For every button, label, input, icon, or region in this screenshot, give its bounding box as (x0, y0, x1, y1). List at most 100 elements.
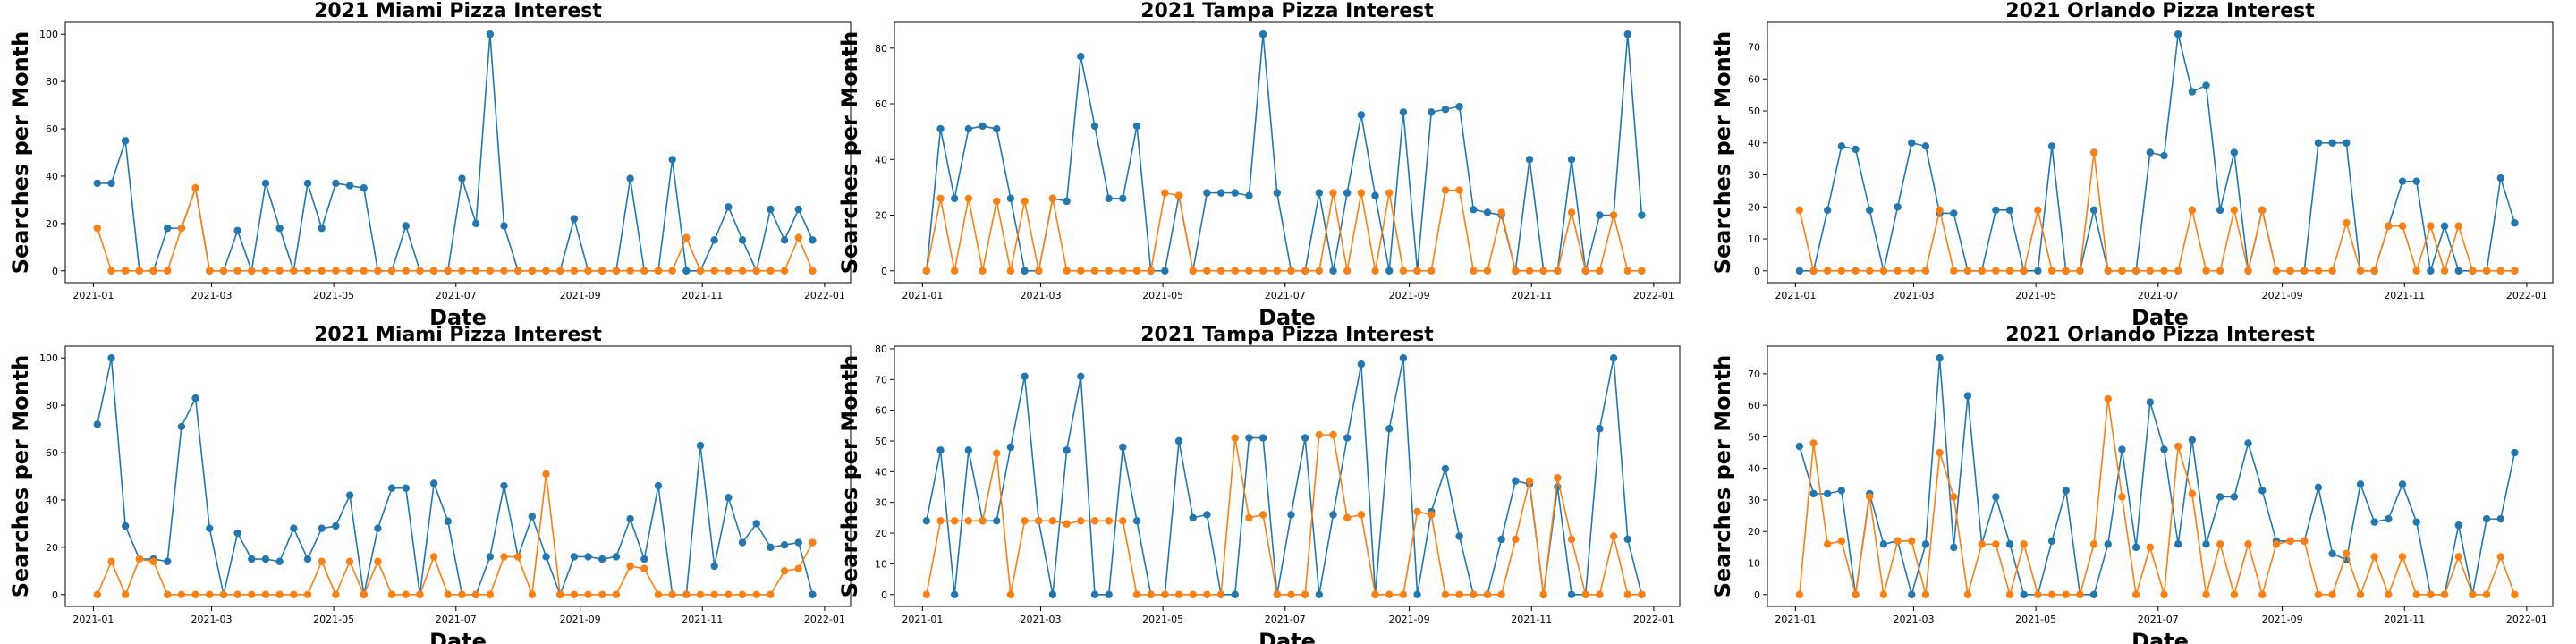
data-point (1823, 267, 1832, 275)
data-point (640, 555, 648, 564)
data-point (2047, 537, 2056, 546)
data-point (1525, 267, 1534, 275)
data-point (1992, 206, 2000, 215)
data-point (1063, 520, 1071, 528)
data-point (2482, 590, 2491, 598)
data-point (1852, 590, 1860, 598)
data-point (950, 590, 959, 598)
data-point (612, 590, 621, 598)
data-point (1596, 211, 1604, 219)
data-point (570, 590, 579, 598)
data-point (2020, 540, 2028, 548)
data-point (724, 494, 733, 502)
data-point (1992, 267, 2000, 275)
data-point (1343, 513, 1352, 522)
data-point (233, 529, 242, 538)
data-point (2258, 206, 2267, 215)
data-point (500, 222, 508, 230)
x-tick-label: 2021-01 (1775, 614, 1816, 625)
data-point (1539, 267, 1547, 275)
data-point (387, 590, 396, 598)
data-point (2286, 537, 2294, 546)
data-point (387, 267, 396, 275)
x-tick-label: 2021-03 (1894, 290, 1935, 301)
data-point (2496, 174, 2504, 182)
data-point (458, 174, 466, 182)
data-point (2385, 222, 2393, 230)
data-point (206, 524, 214, 532)
data-point (1315, 430, 1324, 439)
data-point (2482, 267, 2491, 275)
data-point (1428, 511, 1436, 519)
data-point (1483, 590, 1492, 598)
data-point (121, 590, 130, 598)
data-point (752, 590, 760, 598)
data-point (710, 590, 718, 598)
data-point (1343, 434, 1352, 442)
data-point (2146, 543, 2154, 552)
data-point (1273, 590, 1282, 598)
data-point (1203, 267, 1211, 275)
data-point (1385, 425, 1394, 433)
data-point (1638, 267, 1646, 275)
data-point (303, 590, 312, 598)
y-tick-label: 40 (46, 495, 58, 506)
data-point (164, 590, 172, 598)
data-point (1455, 590, 1463, 598)
data-point (2314, 139, 2323, 147)
data-point (1174, 191, 1183, 199)
data-point (809, 236, 817, 244)
data-point (1567, 590, 1576, 598)
data-point (1837, 142, 1846, 150)
data-point (724, 590, 733, 598)
y-axis-label: Searches per Month (1710, 31, 1735, 275)
data-point (964, 446, 973, 454)
data-point (149, 267, 157, 275)
data-point (654, 267, 663, 275)
data-point (1441, 106, 1450, 114)
data-point (2412, 590, 2420, 598)
data-point (107, 557, 115, 565)
data-point (2160, 151, 2168, 160)
data-point (191, 394, 199, 402)
data-point (1497, 535, 1505, 544)
data-point (1021, 267, 1029, 275)
data-point (1161, 189, 1169, 197)
data-point (360, 590, 368, 598)
data-point (2174, 442, 2182, 451)
data-point (2230, 206, 2239, 215)
x-axis-label: Date (1258, 305, 1316, 330)
data-point (2047, 267, 2056, 275)
data-point (1581, 590, 1589, 598)
x-tick-label: 2021-07 (1265, 614, 1306, 625)
data-point (1371, 191, 1379, 199)
data-point (1852, 145, 1860, 154)
data-point (738, 267, 747, 275)
plot-frame (894, 345, 1681, 607)
data-point (2005, 206, 2014, 215)
data-point (1245, 267, 1253, 275)
data-point (696, 590, 705, 598)
data-point (2385, 514, 2393, 523)
data-point (1132, 267, 1141, 275)
data-point (1581, 267, 1589, 275)
data-point (486, 553, 495, 561)
data-point (936, 446, 945, 454)
data-point (2370, 553, 2378, 561)
data-point (402, 222, 410, 230)
data-point (1203, 590, 1211, 598)
data-point (950, 517, 959, 525)
y-tick-label: 40 (1748, 138, 1760, 149)
data-point (402, 267, 410, 275)
data-point (1992, 540, 2000, 548)
data-point (219, 267, 228, 275)
data-point (1245, 191, 1253, 199)
data-point (429, 553, 438, 561)
data-point (261, 179, 270, 188)
data-point (1596, 425, 1604, 433)
data-point (570, 553, 579, 561)
data-point (1795, 442, 1804, 451)
data-point (1554, 474, 1562, 482)
data-point (1105, 267, 1113, 275)
data-point (794, 233, 802, 242)
